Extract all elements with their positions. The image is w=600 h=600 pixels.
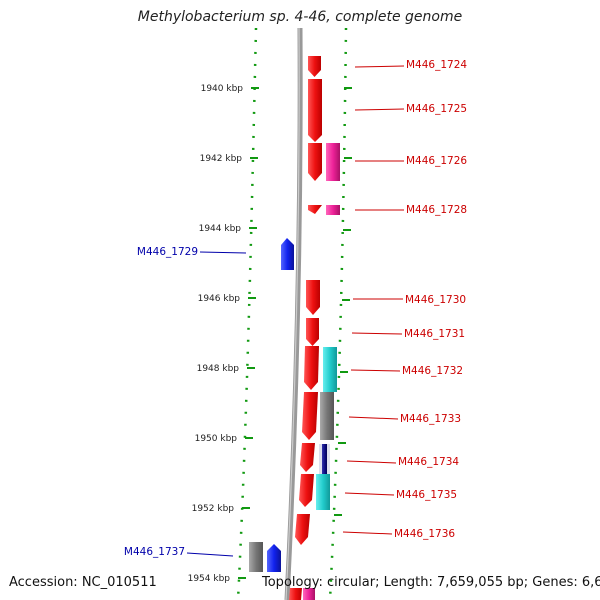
cds-feature[interactable] (306, 318, 319, 346)
cds-feature[interactable] (267, 544, 281, 572)
tick-label: 1944 kbp (199, 224, 242, 234)
tick-label: 1942 kbp (200, 154, 243, 164)
genome-backbone (284, 27, 303, 600)
cds-feature[interactable] (304, 346, 319, 390)
pink-feature[interactable] (326, 143, 340, 181)
tick-labels: 1940 kbp 1942 kbp 1944 kbp 1946 kbp 1948… (188, 84, 244, 584)
gene-label[interactable]: M446_1735 (396, 489, 457, 501)
tick-label: 1948 kbp (197, 364, 240, 374)
gene-label[interactable]: M446_1737 (124, 546, 185, 558)
cds-feature[interactable] (289, 588, 302, 600)
outer-ticks (334, 87, 352, 516)
cyan-feature[interactable] (316, 474, 330, 510)
left-gene-labels: M446_1729 M446_1737 (124, 246, 198, 558)
cds-feature[interactable] (281, 238, 294, 270)
gene-label[interactable]: M446_1724 (406, 59, 467, 71)
outer-dotted-arc (328, 27, 348, 600)
cds-feature[interactable] (295, 514, 310, 545)
tick-label: 1946 kbp (198, 294, 241, 304)
gene-label[interactable]: M446_1731 (404, 328, 465, 340)
right-connectors (342, 65, 405, 535)
tick-label: 1952 kbp (192, 504, 235, 514)
gene-label[interactable]: M446_1736 (394, 528, 455, 540)
gene-label[interactable]: M446_1725 (406, 103, 467, 115)
cds-feature[interactable] (308, 205, 322, 214)
genome-backbone-highlight (285, 27, 300, 600)
cds-feature[interactable] (308, 143, 322, 181)
cds-feature[interactable] (300, 443, 315, 472)
cyan-feature[interactable] (323, 347, 337, 392)
forward-cds-track (289, 56, 322, 600)
tick-label: 1954 kbp (188, 574, 231, 584)
cds-feature[interactable] (306, 280, 320, 315)
gene-label[interactable]: M446_1734 (398, 456, 459, 468)
gray-feature[interactable] (249, 542, 263, 572)
genome-summary-text: Topology: circular; Length: 7,659,055 bp… (262, 575, 600, 590)
tick-label: 1950 kbp (195, 434, 238, 444)
gene-label[interactable]: M446_1728 (406, 204, 467, 216)
accession-text: Accession: NC_010511 (9, 575, 157, 590)
gene-label[interactable]: M446_1732 (402, 365, 463, 377)
reverse-cds-track (249, 238, 294, 572)
left-connectors (186, 251, 247, 557)
annotation-track (303, 143, 340, 600)
gene-label[interactable]: M446_1726 (406, 155, 467, 167)
cds-feature[interactable] (302, 392, 318, 440)
map-title: Methylobacterium sp. 4-46, complete geno… (137, 9, 463, 25)
gene-label[interactable]: M446_1730 (405, 294, 466, 306)
navy-feature[interactable] (322, 444, 327, 474)
cds-feature[interactable] (299, 474, 314, 507)
inner-dotted-arc (236, 27, 258, 600)
gene-label[interactable]: M446_1729 (137, 246, 198, 258)
inner-ticks (238, 87, 259, 579)
tick-label: 1940 kbp (201, 84, 244, 94)
pink-feature[interactable] (326, 205, 340, 215)
gray-feature[interactable] (320, 392, 334, 440)
right-gene-labels: M446_1724 M446_1725 M446_1726 M446_1728 … (394, 59, 467, 540)
gene-label[interactable]: M446_1733 (400, 413, 461, 425)
cds-feature[interactable] (308, 56, 321, 77)
cds-feature[interactable] (308, 79, 322, 142)
pink-feature[interactable] (303, 588, 315, 600)
